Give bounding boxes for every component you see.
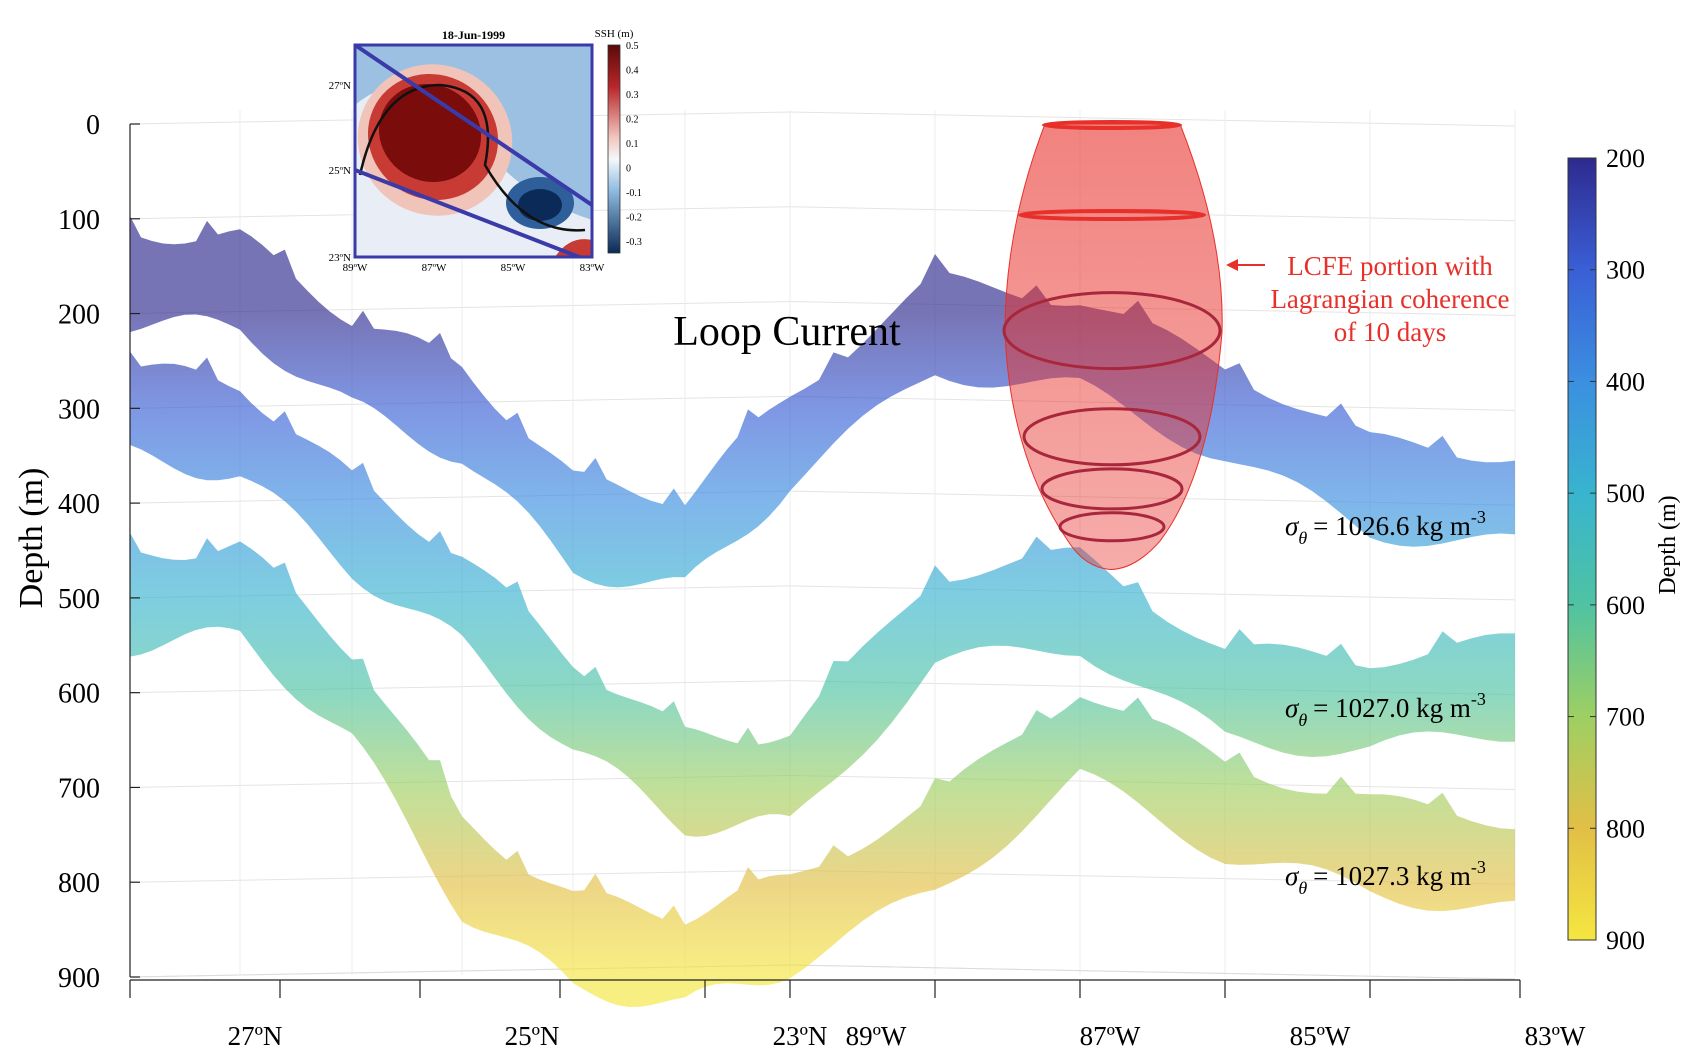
inset-colorbar-tick: 0.5 <box>626 41 639 52</box>
surface-label-value: = 1026.6 kg m <box>1313 511 1471 541</box>
isopycnal-surfaces <box>130 215 1515 1007</box>
lcfe-label-line: of 10 days <box>1334 317 1446 347</box>
surface-labels: σθ = 1026.6 kg m-3σθ = 1027.0 kg m-3σθ = 10… <box>1285 507 1486 898</box>
colorbar-label: Depth (m) <box>1655 495 1681 594</box>
lcfe-cone <box>1002 120 1223 570</box>
lat-tick-label: 23ºN <box>773 1021 828 1051</box>
depth-tick-label: 800 <box>58 868 100 899</box>
depth-tick-label: 700 <box>58 773 100 804</box>
inset-frame <box>353 43 594 259</box>
inset-colorbar-tick: 0 <box>626 163 631 174</box>
inset-colorbar-tick: 0.4 <box>626 65 639 76</box>
grid-floor <box>129 964 1516 980</box>
lcfe-annotation: LCFE portion with Lagrangian coherence of … <box>1226 251 1510 347</box>
surface-label-symbol: σ <box>1285 861 1300 891</box>
inset-section-line <box>355 168 585 257</box>
inset-lat-label: 23ºN <box>329 252 351 264</box>
lcfe-ring <box>1042 120 1182 130</box>
anticyclone-core <box>378 83 482 183</box>
depth-tick-label: 600 <box>58 679 100 710</box>
surface-label-value: = 1027.0 kg m <box>1313 693 1471 723</box>
inset-lon-label: 85ºW <box>501 262 526 274</box>
inset-colorbar-tick: -0.2 <box>626 212 642 223</box>
lat-tick-label: 27ºN <box>228 1021 283 1051</box>
lcfe-label-line: Lagrangian coherence <box>1270 284 1509 314</box>
inset-title: 18-Jun-1999 <box>442 28 505 42</box>
inset-lat-label: 25ºN <box>329 165 351 177</box>
inset-colorbar-tick: -0.3 <box>626 237 642 248</box>
inset-contour <box>358 83 586 232</box>
isopycnal-surface <box>130 351 1515 837</box>
lcfe-label: LCFE portion with Lagrangian coherence of … <box>1270 251 1509 347</box>
surface-label-symbol: σ <box>1285 511 1300 541</box>
isopycnal-surface <box>130 532 1515 1007</box>
inset-lat-label: 27ºN <box>329 80 351 92</box>
depth-tick-label: 900 <box>58 963 100 994</box>
lcfe-contour <box>1022 407 1202 467</box>
colorbar-tick-label: 800 <box>1606 814 1645 843</box>
lat-tick-label: 25ºN <box>505 1021 560 1051</box>
colorbar-tick-label: 200 <box>1606 144 1645 173</box>
depth-axis-label: Depth (m) <box>13 468 50 609</box>
colorbar-tick-label: 900 <box>1606 926 1645 955</box>
inset-lon-label: 87ºW <box>422 262 447 274</box>
surface-label-exp: -3 <box>1471 857 1486 877</box>
colorbar-tick-label: 500 <box>1606 479 1645 508</box>
lcfe-ring <box>1018 208 1206 221</box>
surface-label: σθ = 1026.6 kg m-3 <box>1285 507 1486 548</box>
lcfe-arrow-head <box>1226 259 1238 271</box>
inset-field <box>355 45 592 257</box>
surface-label: σθ = 1027.0 kg m-3 <box>1285 689 1486 730</box>
lcfe-contour <box>1040 467 1184 511</box>
lcfe-label-line: LCFE portion with <box>1287 251 1493 281</box>
isopycnal-surface <box>130 215 1515 588</box>
lon-tick-label: 83ºW <box>1525 1021 1586 1051</box>
surface-label-sub: θ <box>1298 710 1307 730</box>
inset-colorbar-tick: 0.3 <box>626 90 639 101</box>
inset-lon-label: 83ºW <box>580 262 605 274</box>
surface-label-sub: θ <box>1298 528 1307 548</box>
lon-tick-label: 89ºW <box>846 1021 907 1051</box>
depth-tick-label: 0 <box>86 110 100 141</box>
surface-label-value: = 1027.3 kg m <box>1313 861 1471 891</box>
colorbar-tick-label: 400 <box>1606 367 1645 396</box>
depth-axis: 0 100 200 300 400 500 600 700 800 900 <box>58 110 140 994</box>
depth-tick-label: 300 <box>58 394 100 425</box>
depth-tick-label: 100 <box>58 205 100 236</box>
lcfe-volume <box>1004 123 1223 570</box>
lon-tick-label: 85ºW <box>1290 1021 1351 1051</box>
grid-line <box>789 585 1516 601</box>
surface-label-symbol: σ <box>1285 693 1300 723</box>
inset-colorbar-tick: 0.1 <box>626 139 639 150</box>
depth-tick-label: 400 <box>58 489 100 520</box>
colorbar-tick-label: 700 <box>1606 703 1645 732</box>
depth-colorbar: 200 300 400 500 600 700 800 900 <box>1567 144 1645 955</box>
surface-label: σθ = 1027.3 kg m-3 <box>1285 857 1486 898</box>
lcfe-contour <box>1002 291 1222 371</box>
inset-colorbar <box>607 44 621 254</box>
inset-colorbar-tick: 0.2 <box>626 114 639 125</box>
loop-current-label: Loop Current <box>673 309 901 355</box>
lon-tick-label: 87ºW <box>1080 1021 1141 1051</box>
surface-label-exp: -3 <box>1471 507 1486 527</box>
inset-colorbar-label: SSH (m) <box>595 28 634 40</box>
inset-colorbar-tick: -0.1 <box>626 188 642 199</box>
surface-label-sub: θ <box>1298 878 1307 898</box>
colorbar-bar <box>1567 157 1597 941</box>
inset-lon-label: 89ºW <box>343 262 368 274</box>
colorbar-tick-label: 600 <box>1606 591 1645 620</box>
surface-label-exp: -3 <box>1471 689 1486 709</box>
colorbar-tick-label: 300 <box>1606 256 1645 285</box>
geo-axis: 27ºN 25ºN 23ºN 89ºW 87ºW 85ºW 83ºW <box>129 979 1586 1051</box>
inset-section-line <box>355 45 592 207</box>
depth-tick-label: 500 <box>58 584 100 615</box>
depth-tick-label: 200 <box>58 300 100 331</box>
lcfe-contour <box>1058 511 1166 543</box>
grid-line <box>789 111 1516 127</box>
grid-line <box>129 680 791 694</box>
cyclone-core <box>518 189 562 221</box>
